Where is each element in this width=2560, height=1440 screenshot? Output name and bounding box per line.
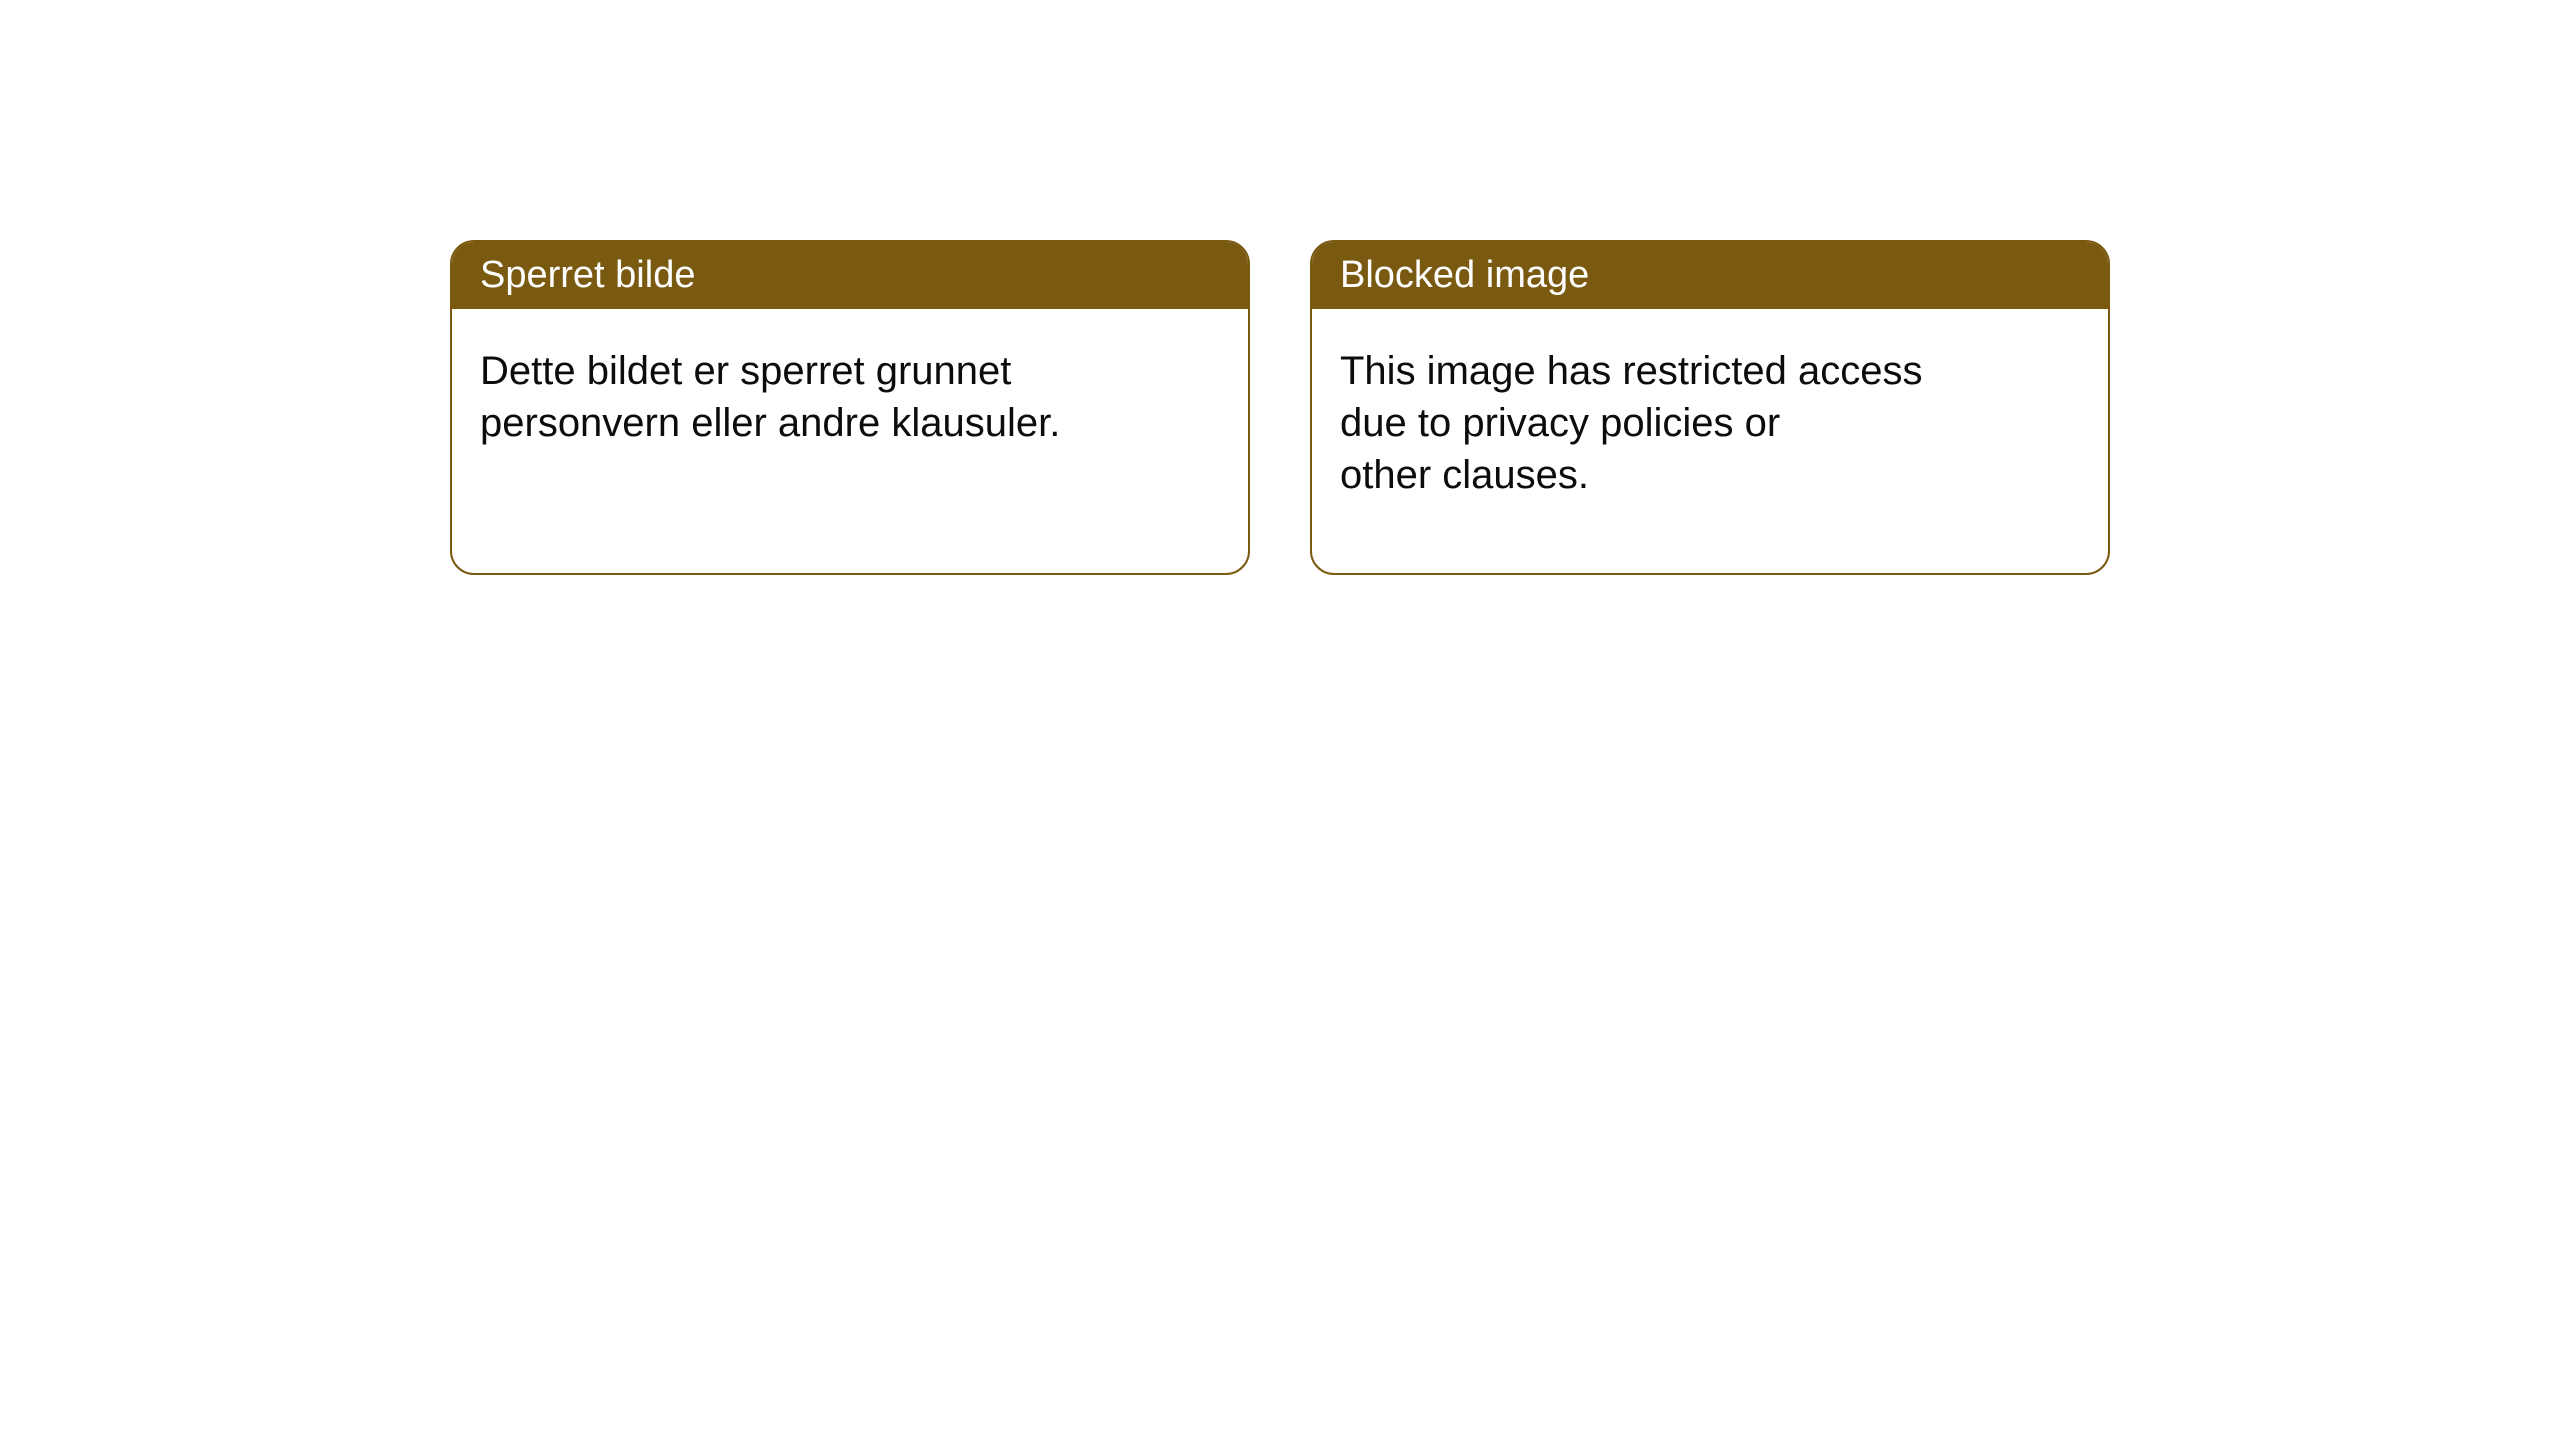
notice-body: Dette bildet er sperret grunnet personve… — [452, 309, 1132, 485]
notice-card-norwegian: Sperret bilde Dette bildet er sperret gr… — [450, 240, 1250, 575]
notice-header: Blocked image — [1312, 242, 2108, 309]
notice-card-english: Blocked image This image has restricted … — [1310, 240, 2110, 575]
notice-body: This image has restricted access due to … — [1312, 309, 1992, 537]
notice-header: Sperret bilde — [452, 242, 1248, 309]
notice-container: Sperret bilde Dette bildet er sperret gr… — [450, 240, 2110, 575]
